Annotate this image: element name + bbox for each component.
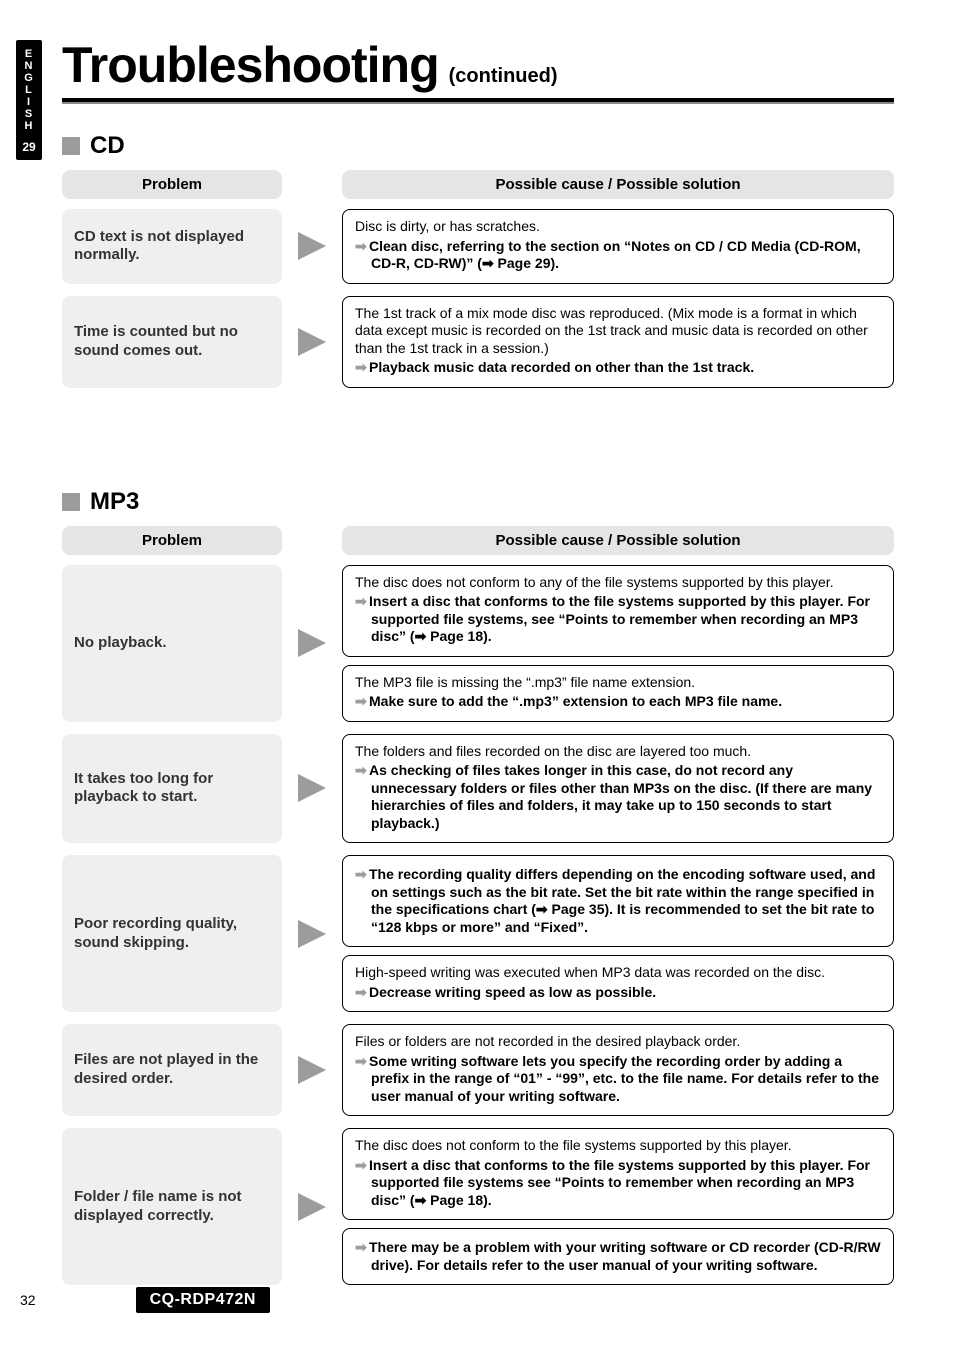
problem-box: It takes too long for playback to start.: [62, 734, 282, 844]
language-tab-page: 29: [16, 138, 42, 156]
solution-cause: The disc does not conform to any of the …: [355, 574, 881, 592]
page-footer: 32 CQ-RDP472N: [20, 1287, 270, 1313]
solution-box: ➡There may be a problem with your writin…: [342, 1228, 894, 1285]
trouble-row: Folder / file name is not displayed corr…: [62, 1128, 894, 1285]
trouble-row: CD text is not displayed normally. Disc i…: [62, 209, 894, 284]
arrow-bullet-icon: ➡: [355, 359, 369, 377]
solutions-column: Disc is dirty, or has scratches. ➡Clean d…: [342, 209, 894, 284]
arrow-column: [282, 565, 342, 722]
arrow-column: [282, 734, 342, 844]
solution-action: ➡Insert a disc that conforms to the file…: [355, 593, 881, 646]
solution-box: The disc does not conform to any of the …: [342, 565, 894, 657]
solution-header: Possible cause / Possible solution: [342, 170, 894, 199]
solution-cause: Files or folders are not recorded in the…: [355, 1033, 881, 1051]
arrow-right-icon: [296, 918, 328, 950]
arrow-column: [282, 296, 342, 388]
arrow-right-icon: [296, 1191, 328, 1223]
arrow-bullet-icon: ➡: [355, 984, 369, 1002]
page-title-suffix: (continued): [449, 65, 558, 88]
page-title-row: Troubleshooting (continued): [62, 36, 894, 94]
arrow-bullet-icon: ➡: [355, 593, 369, 611]
arrow-bullet-icon: ➡: [355, 238, 369, 256]
section-title: CD: [90, 132, 125, 160]
solution-cause: The 1st track of a mix mode disc was rep…: [355, 305, 881, 358]
problem-box: Poor recording quality, sound skipping.: [62, 855, 282, 1012]
trouble-row: Time is counted but no sound comes out. T…: [62, 296, 894, 388]
language-tab: ENGLISH 29: [16, 40, 42, 160]
trouble-row: It takes too long for playback to start.…: [62, 734, 894, 844]
section: MP3 Problem Possible cause / Possible so…: [62, 488, 894, 1286]
problem-box: No playback.: [62, 565, 282, 722]
solution-box: ➡The recording quality differs depending…: [342, 855, 894, 947]
arrow-column: [282, 1024, 342, 1116]
solution-cause: Disc is dirty, or has scratches.: [355, 218, 881, 236]
section: CD Problem Possible cause / Possible sol…: [62, 132, 894, 388]
column-header-row: Problem Possible cause / Possible soluti…: [62, 526, 894, 555]
solutions-column: Files or folders are not recorded in the…: [342, 1024, 894, 1116]
solution-action: ➡Clean disc, referring to the section on…: [355, 238, 881, 273]
solution-box: Disc is dirty, or has scratches. ➡Clean d…: [342, 209, 894, 284]
arrow-right-icon: [296, 1054, 328, 1086]
solution-box: The MP3 file is missing the “.mp3” file …: [342, 665, 894, 722]
arrow-bullet-icon: ➡: [355, 762, 369, 780]
solution-box: The 1st track of a mix mode disc was rep…: [342, 296, 894, 388]
solution-header: Possible cause / Possible solution: [342, 526, 894, 555]
solution-action: ➡Insert a disc that conforms to the file…: [355, 1157, 881, 1210]
solution-cause: The disc does not conform to the file sy…: [355, 1137, 881, 1155]
arrow-right-icon: [296, 230, 328, 262]
arrow-bullet-icon: ➡: [355, 693, 369, 711]
solution-box: High-speed writing was executed when MP3…: [342, 955, 894, 1012]
solution-action: ➡Make sure to add the “.mp3” extension t…: [355, 693, 881, 711]
problem-box: CD text is not displayed normally.: [62, 209, 282, 284]
solution-action: ➡Decrease writing speed as low as possib…: [355, 984, 881, 1002]
section-header: CD: [62, 132, 894, 160]
language-tab-text: ENGLISH: [16, 48, 42, 132]
page-title: Troubleshooting: [62, 36, 439, 94]
page-number: 32: [20, 1292, 36, 1308]
arrow-right-icon: [296, 772, 328, 804]
solution-box: Files or folders are not recorded in the…: [342, 1024, 894, 1116]
solutions-column: ➡The recording quality differs depending…: [342, 855, 894, 1012]
column-header-row: Problem Possible cause / Possible soluti…: [62, 170, 894, 199]
arrow-column: [282, 1128, 342, 1285]
arrow-right-icon: [296, 326, 328, 358]
solution-cause: The MP3 file is missing the “.mp3” file …: [355, 674, 881, 692]
solution-action: ➡The recording quality differs depending…: [355, 866, 881, 936]
section-title: MP3: [90, 488, 139, 516]
solution-action: ➡There may be a problem with your writin…: [355, 1239, 881, 1274]
arrow-bullet-icon: ➡: [355, 1053, 369, 1071]
solutions-column: The 1st track of a mix mode disc was rep…: [342, 296, 894, 388]
arrow-column: [282, 209, 342, 284]
problem-header: Problem: [62, 526, 282, 555]
problem-box: Files are not played in the desired orde…: [62, 1024, 282, 1116]
model-badge: CQ-RDP472N: [136, 1287, 270, 1313]
solution-box: The folders and files recorded on the di…: [342, 734, 894, 844]
trouble-row: Files are not played in the desired orde…: [62, 1024, 894, 1116]
solutions-column: The disc does not conform to the file sy…: [342, 1128, 894, 1285]
solutions-column: The disc does not conform to any of the …: [342, 565, 894, 722]
trouble-row: Poor recording quality, sound skipping. ➡…: [62, 855, 894, 1012]
solution-cause: The folders and files recorded on the di…: [355, 743, 881, 761]
title-rule: [62, 98, 894, 104]
section-header: MP3: [62, 488, 894, 516]
solution-cause: High-speed writing was executed when MP3…: [355, 964, 881, 982]
arrow-bullet-icon: ➡: [355, 1157, 369, 1175]
arrow-right-icon: [296, 627, 328, 659]
square-bullet-icon: [62, 137, 80, 155]
solution-box: The disc does not conform to the file sy…: [342, 1128, 894, 1220]
solution-action: ➡Playback music data recorded on other t…: [355, 359, 881, 377]
problem-box: Time is counted but no sound comes out.: [62, 296, 282, 388]
solution-action: ➡As checking of files takes longer in th…: [355, 762, 881, 832]
arrow-bullet-icon: ➡: [355, 1239, 369, 1257]
square-bullet-icon: [62, 493, 80, 511]
trouble-row: No playback. The disc does not conform to…: [62, 565, 894, 722]
solution-action: ➡Some writing software lets you specify …: [355, 1053, 881, 1106]
solutions-column: The folders and files recorded on the di…: [342, 734, 894, 844]
problem-header: Problem: [62, 170, 282, 199]
arrow-bullet-icon: ➡: [355, 866, 369, 884]
arrow-column: [282, 855, 342, 1012]
problem-box: Folder / file name is not displayed corr…: [62, 1128, 282, 1285]
